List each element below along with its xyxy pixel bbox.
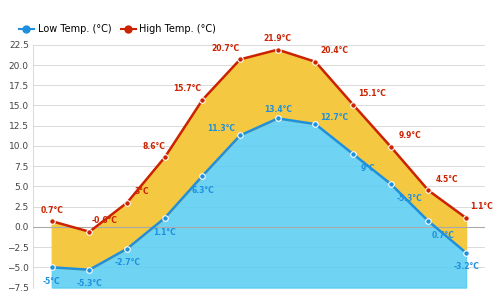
Text: 4.5°C: 4.5°C: [436, 175, 458, 184]
Text: 20.7°C: 20.7°C: [211, 44, 239, 53]
Text: 20.4°C: 20.4°C: [320, 46, 348, 55]
Text: -5.3°C: -5.3°C: [396, 194, 422, 203]
Text: 9.9°C: 9.9°C: [398, 131, 421, 140]
Text: 11.3°C: 11.3°C: [208, 124, 236, 133]
Text: 15.1°C: 15.1°C: [358, 89, 386, 98]
Text: 0.7°C: 0.7°C: [432, 231, 455, 240]
Text: -0.6°C: -0.6°C: [92, 216, 118, 225]
Text: 13.4°C: 13.4°C: [264, 105, 292, 114]
Text: 6.3°C: 6.3°C: [191, 186, 214, 195]
Text: 8.6°C: 8.6°C: [142, 142, 165, 151]
Text: -3.2°C: -3.2°C: [453, 262, 479, 272]
Text: 21.9°C: 21.9°C: [264, 34, 292, 43]
Legend: Low Temp. (°C), High Temp. (°C): Low Temp. (°C), High Temp. (°C): [16, 20, 220, 38]
Text: 1.1°C: 1.1°C: [470, 202, 492, 211]
Text: 9°C: 9°C: [361, 164, 376, 173]
Text: 3°C: 3°C: [135, 187, 150, 196]
Text: -5.3°C: -5.3°C: [76, 280, 102, 289]
Text: 12.7°C: 12.7°C: [320, 113, 348, 122]
Text: 15.7°C: 15.7°C: [174, 84, 202, 93]
Text: -5°C: -5°C: [43, 277, 60, 286]
Text: 1.1°C: 1.1°C: [154, 228, 176, 237]
Text: -2.7°C: -2.7°C: [114, 258, 140, 267]
Text: 0.7°C: 0.7°C: [40, 206, 64, 215]
